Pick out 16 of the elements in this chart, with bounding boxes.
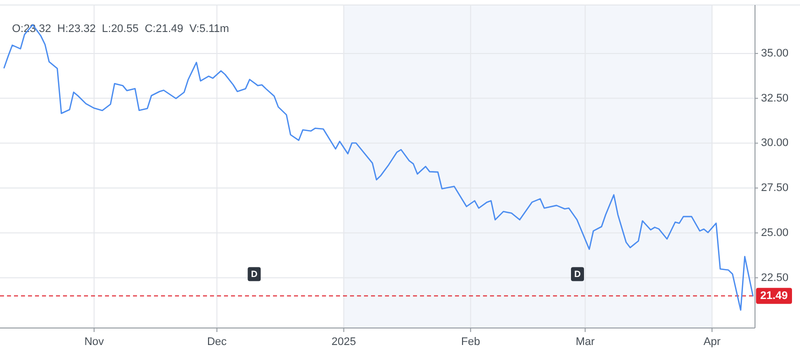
x-tick-label: Apr bbox=[703, 336, 721, 348]
line-series bbox=[3, 24, 754, 311]
y-tick-label: 30.00 bbox=[761, 137, 789, 150]
annotation: D bbox=[574, 269, 582, 280]
annotation: D bbox=[250, 269, 258, 280]
y-tick-label: 25.00 bbox=[761, 226, 789, 239]
x-tick-label: Dec bbox=[207, 336, 228, 348]
y-tick-label: 32.50 bbox=[761, 92, 789, 104]
y-tick-label: 27.50 bbox=[761, 182, 789, 194]
x-tick-label: Mar bbox=[576, 336, 595, 348]
x-tick-label: Feb bbox=[461, 336, 480, 348]
ref-line-label: 21.49 bbox=[760, 290, 788, 302]
x-tick-label: Nov bbox=[84, 336, 104, 348]
x-tick-label: 2025 bbox=[332, 336, 356, 348]
y-tick-label: 22.50 bbox=[761, 272, 789, 284]
y-tick-label: 35.00 bbox=[761, 47, 789, 60]
